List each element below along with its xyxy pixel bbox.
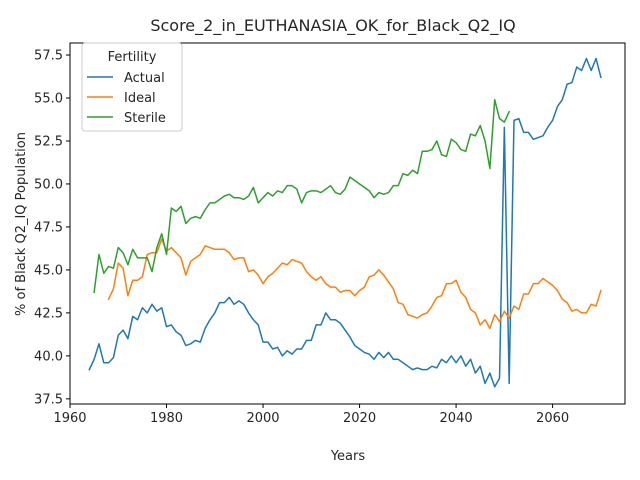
x-axis-label: Years: [330, 449, 366, 464]
series-line-actual: [88, 57, 602, 388]
y-axis-label: % of Black Q2_IQ Population: [14, 132, 29, 316]
y-tick-label: 52.5: [34, 134, 63, 149]
y-tick-label: 47.5: [34, 220, 63, 235]
series-layer: [88, 57, 602, 388]
y-tick-label: 40.0: [34, 349, 63, 364]
x-axis: 1960 1980 2000 2020 2040 2060: [53, 404, 569, 426]
x-tick-label: 2000: [246, 411, 279, 426]
series-line-sterile: [93, 98, 511, 294]
x-tick-label: 1960: [53, 411, 86, 426]
x-tick-label: 1980: [150, 411, 183, 426]
legend-label-sterile: Sterile: [124, 111, 166, 126]
y-tick-label: 57.5: [34, 49, 63, 64]
plot-area-frame: [69, 42, 626, 405]
y-tick-label: 45.0: [34, 263, 63, 278]
y-tick-label: 55.0: [34, 92, 63, 107]
y-tick-label: 50.0: [34, 177, 63, 192]
series-line-ideal: [107, 238, 602, 330]
chart-title: Score_2_in_EUTHANASIA_OK_for_Black_Q2_IQ: [150, 16, 515, 36]
x-tick-label: 2040: [440, 411, 473, 426]
y-tick-label: 37.5: [34, 392, 63, 407]
legend-label-ideal: Ideal: [124, 91, 156, 106]
y-axis: 37.5 40.0 42.5 45.0 47.5 50.0 52.5 55.0 57.5: [34, 49, 70, 407]
x-tick-label: 2020: [343, 411, 376, 426]
legend: Fertility Actual Ideal Sterile: [81, 42, 183, 132]
legend-title: Fertility: [108, 50, 157, 65]
x-tick-label: 2060: [536, 411, 569, 426]
y-tick-label: 42.5: [34, 306, 63, 321]
legend-label-actual: Actual: [124, 71, 165, 86]
legend-box: [81, 42, 183, 132]
